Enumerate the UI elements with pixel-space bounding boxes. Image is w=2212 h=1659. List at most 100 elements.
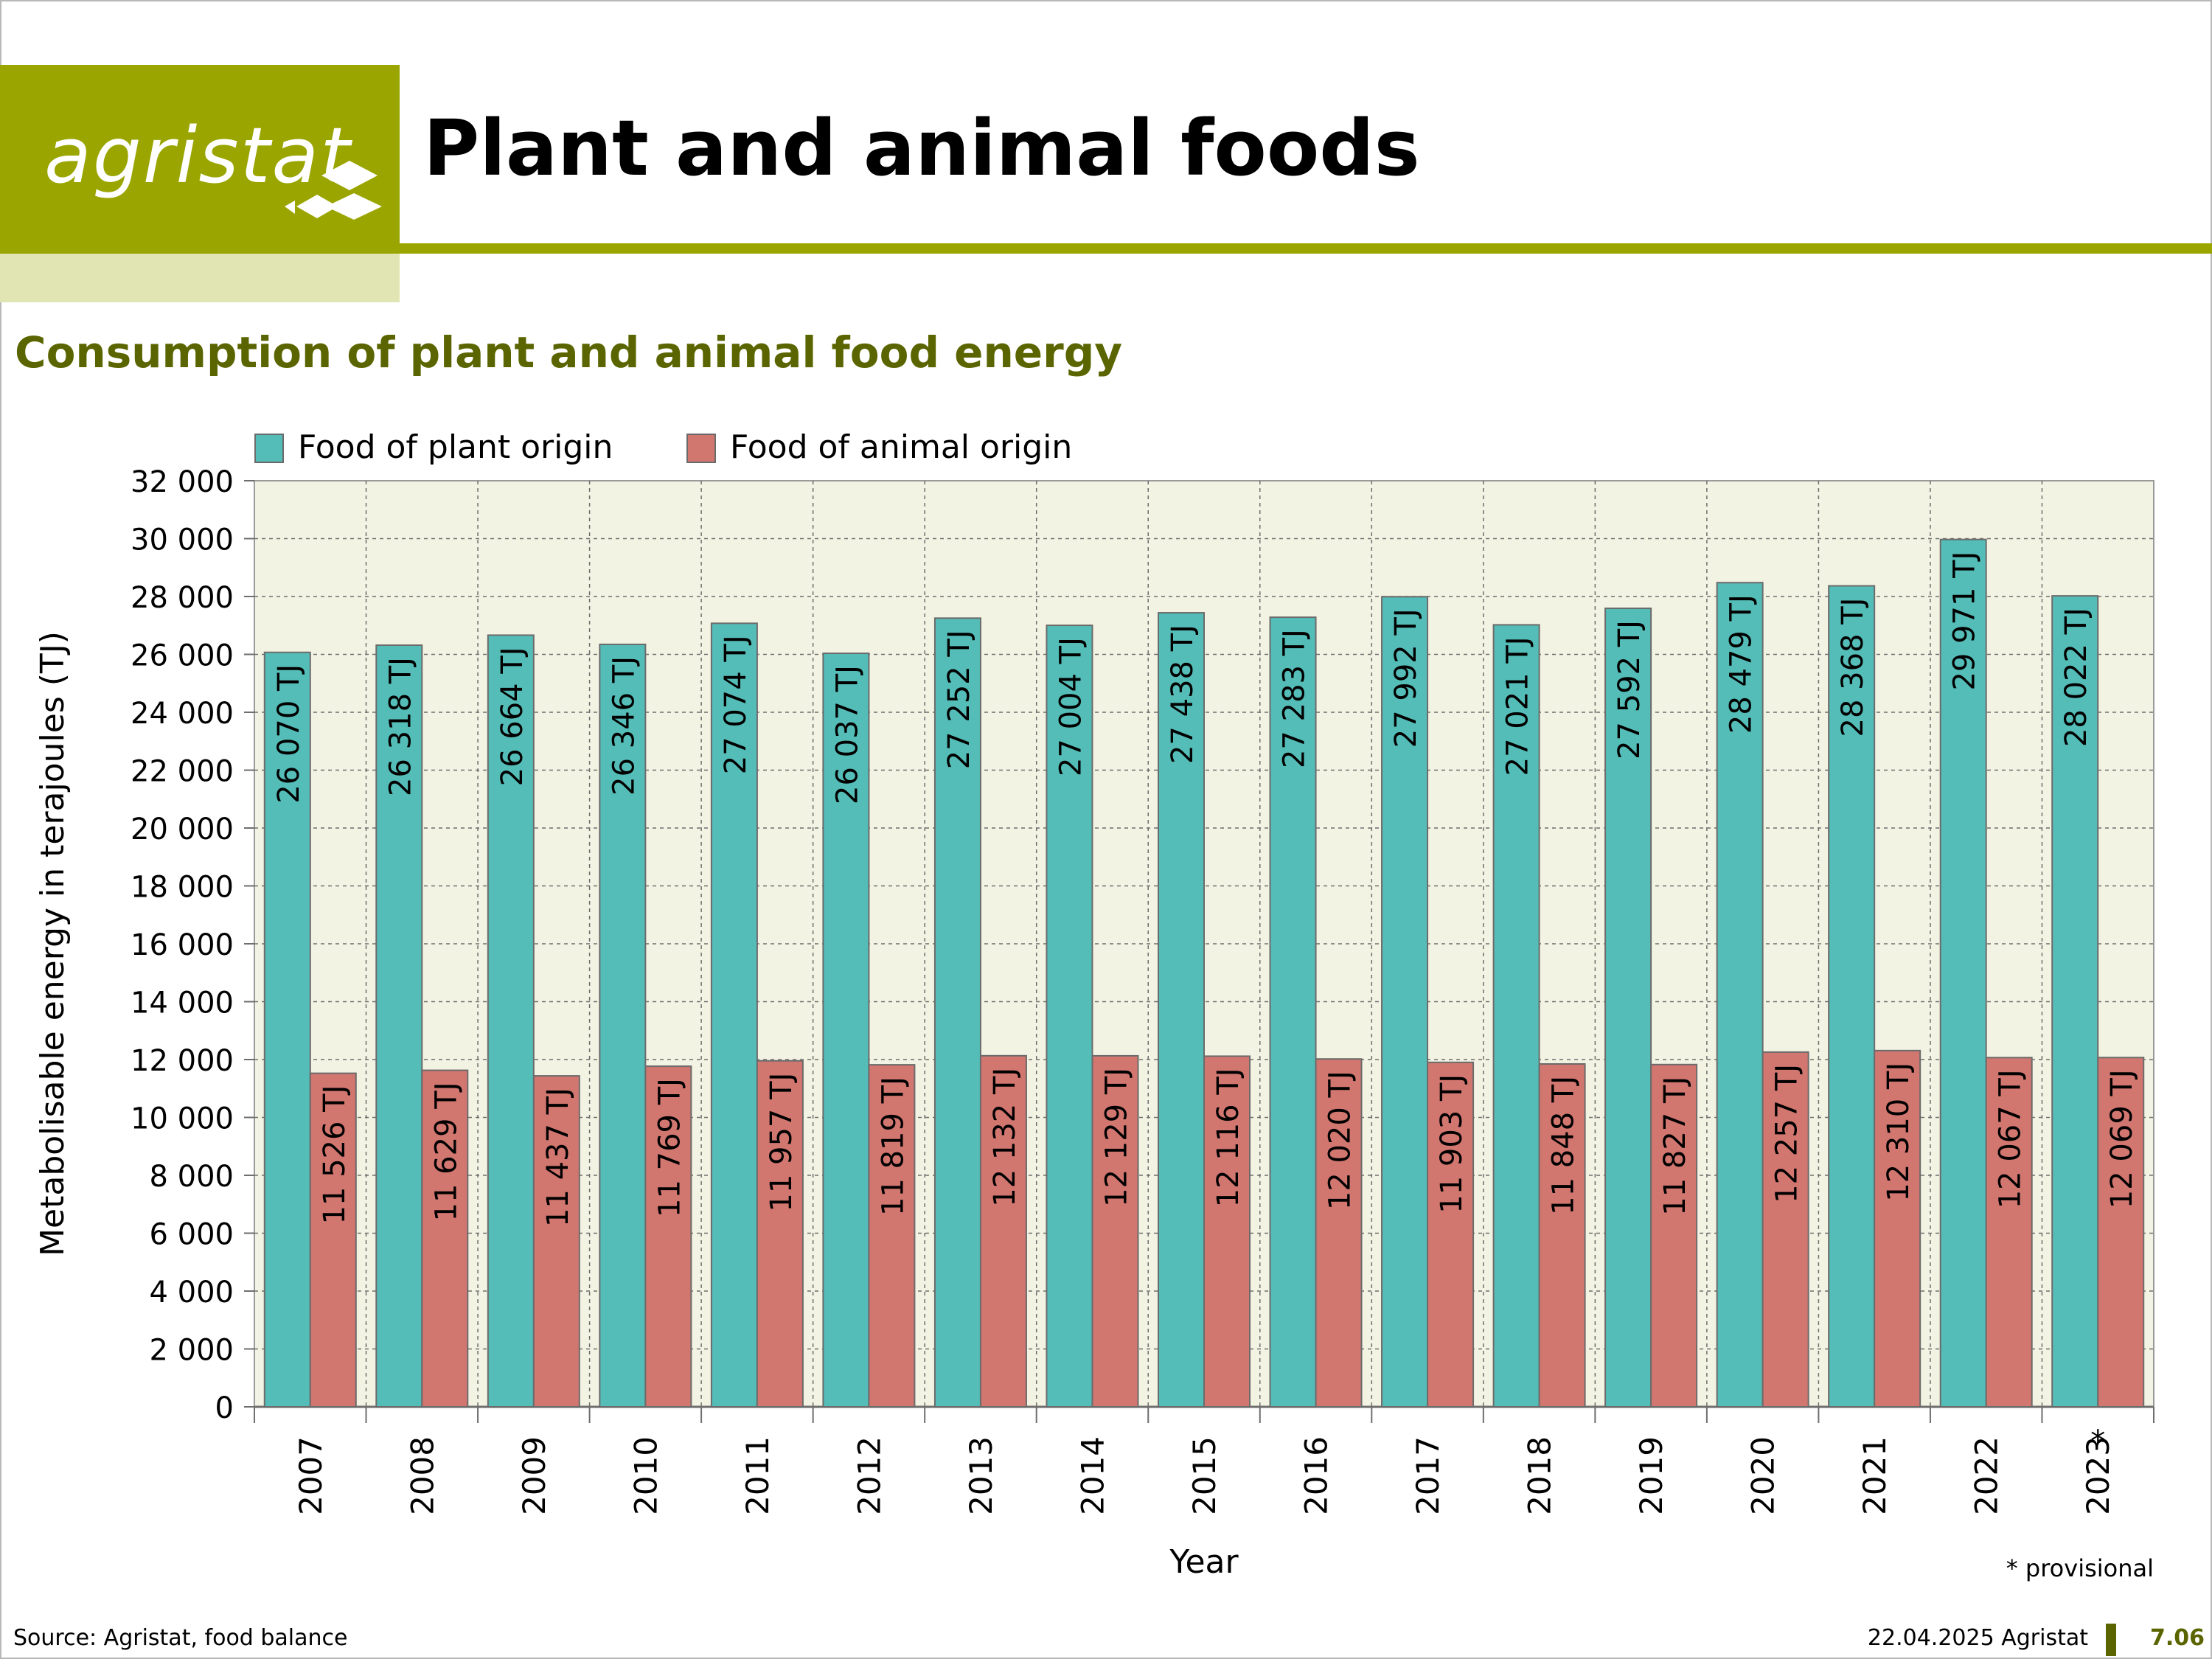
header-rule — [400, 243, 2212, 254]
data-label-animal: 11 526 TJ — [318, 1085, 352, 1225]
data-label-plant: 27 992 TJ — [1389, 608, 1423, 748]
y-tick-label: 0 — [215, 1391, 234, 1425]
y-tick-label: 18 000 — [131, 871, 234, 905]
bar-animal-origin — [644, 1065, 692, 1408]
x-tick-label: 2013 — [963, 1436, 999, 1515]
page-number: 7.06 — [2150, 1625, 2205, 1651]
bar-animal-origin — [1203, 1055, 1251, 1408]
x-tick-label: 2011 — [740, 1436, 776, 1515]
bar-animal-origin — [1091, 1054, 1139, 1408]
bar-plant-origin — [1828, 585, 1876, 1408]
x-tick-label: 2015 — [1186, 1436, 1222, 1515]
data-label-animal: 11 437 TJ — [541, 1088, 575, 1227]
bar-animal-origin — [1315, 1058, 1363, 1408]
y-tick-label: 10 000 — [131, 1102, 234, 1136]
data-label-animal: 12 067 TJ — [1994, 1069, 2028, 1208]
bar-plant-origin — [822, 653, 870, 1408]
bar-plant-origin — [933, 617, 981, 1408]
x-tick-label: 2023 — [2080, 1436, 2116, 1515]
data-label-animal: 11 629 TJ — [429, 1082, 463, 1222]
x-tick-label: 2010 — [627, 1436, 664, 1515]
page-title: Plant and animal foods — [423, 103, 1420, 193]
y-tick-label: 30 000 — [131, 524, 234, 557]
data-label-animal: 11 957 TJ — [765, 1073, 799, 1212]
bar-animal-origin — [2097, 1057, 2145, 1408]
x-tick-label: 2014 — [1074, 1436, 1110, 1515]
data-label-animal: 11 848 TJ — [1547, 1076, 1581, 1215]
data-label-animal: 11 819 TJ — [876, 1077, 910, 1216]
x-tick-label: 2020 — [1745, 1436, 1781, 1515]
bar-animal-origin — [1538, 1062, 1586, 1408]
x-tick-label: 2021 — [1857, 1436, 1893, 1515]
x-tick-label: 2016 — [1298, 1436, 1335, 1515]
data-label-plant: 28 479 TJ — [1725, 594, 1759, 734]
x-tick-label: 2022 — [1969, 1436, 2005, 1515]
bar-plant-origin — [263, 651, 311, 1408]
data-label-animal: 12 129 TJ — [1099, 1068, 1133, 1207]
x-tick-label: 2012 — [851, 1436, 887, 1515]
data-label-plant: 26 346 TJ — [607, 656, 641, 796]
data-label-plant: 27 252 TJ — [942, 630, 976, 769]
chart-title: Consumption of plant and animal food ene… — [15, 327, 1123, 378]
bar-plant-origin — [1716, 582, 1764, 1408]
bar-plant-origin — [710, 622, 758, 1408]
y-tick-label: 14 000 — [131, 987, 234, 1020]
agristat-logo-icon — [285, 161, 382, 220]
y-tick-label: 12 000 — [131, 1044, 234, 1078]
bar-animal-origin — [1761, 1051, 1809, 1408]
bar-animal-origin — [1985, 1057, 2033, 1408]
bar-animal-origin — [421, 1069, 469, 1408]
logo-underbar — [0, 254, 400, 302]
bar-animal-origin — [1650, 1063, 1698, 1408]
bar-plant-origin — [1492, 624, 1540, 1408]
bar-animal-origin — [979, 1054, 1027, 1408]
data-label-plant: 29 971 TJ — [1948, 552, 1982, 691]
y-tick-label: 28 000 — [131, 581, 234, 615]
x-tick-label: 2009 — [516, 1436, 552, 1515]
bar-animal-origin — [1427, 1061, 1475, 1408]
footer-date: 22.04.2025 Agristat — [1867, 1625, 2088, 1651]
data-label-animal: 12 132 TJ — [988, 1068, 1022, 1207]
data-label-plant: 26 070 TJ — [272, 664, 306, 804]
y-tick-label: 26 000 — [131, 639, 234, 673]
bar-plant-origin — [375, 644, 423, 1408]
y-tick-label: 6 000 — [149, 1218, 234, 1252]
y-tick-label: 24 000 — [131, 697, 234, 731]
x-tick-label: 2007 — [293, 1436, 329, 1515]
legend-swatch-animal — [686, 434, 716, 463]
bar-plant-origin — [1604, 608, 1652, 1408]
bar-plant-origin — [2051, 595, 2099, 1408]
data-label-animal: 12 310 TJ — [1882, 1062, 1916, 1202]
y-axis-title: Metabolisable energy in terajoules (TJ) — [34, 631, 72, 1256]
x-axis-title: Year — [1169, 1543, 1239, 1581]
source-note: Source: Agristat, food balance — [13, 1625, 348, 1651]
bar-plant-origin — [1381, 596, 1429, 1408]
data-label-animal: 12 069 TJ — [2105, 1069, 2139, 1208]
data-label-plant: 28 368 TJ — [1836, 598, 1870, 737]
logo-block — [0, 65, 400, 254]
data-label-plant: 27 438 TJ — [1166, 625, 1200, 764]
bar-animal-origin — [532, 1075, 580, 1408]
footnote-provisional: * provisional — [2006, 1554, 2154, 1582]
bar-plant-origin — [1269, 616, 1317, 1408]
data-label-plant: 26 037 TJ — [830, 665, 864, 804]
bar-plant-origin — [487, 634, 535, 1408]
x-tick-label: 2019 — [1633, 1436, 1669, 1515]
data-label-plant: 27 074 TJ — [719, 635, 753, 774]
x-tick-label: 2008 — [404, 1436, 440, 1515]
provisional-marker: * — [2090, 1425, 2105, 1458]
bar-animal-origin — [309, 1072, 357, 1408]
y-tick-label: 22 000 — [131, 755, 234, 789]
data-label-plant: 27 283 TJ — [1278, 629, 1312, 768]
data-label-animal: 11 903 TJ — [1435, 1074, 1469, 1214]
bar-animal-origin — [1874, 1049, 1921, 1408]
data-label-animal: 12 116 TJ — [1211, 1068, 1245, 1207]
bar-animal-origin — [756, 1060, 804, 1408]
data-label-plant: 26 318 TJ — [383, 657, 417, 796]
data-label-plant: 26 664 TJ — [495, 647, 529, 786]
bar-chart: 0 2 000 4 000 6 000 8 000 10 000 12 000 14 000 1… — [34, 428, 2154, 1582]
agristat-logo-text: agristat — [44, 111, 352, 201]
bar-plant-origin — [1939, 538, 1987, 1408]
data-label-plant: 27 592 TJ — [1613, 620, 1646, 759]
